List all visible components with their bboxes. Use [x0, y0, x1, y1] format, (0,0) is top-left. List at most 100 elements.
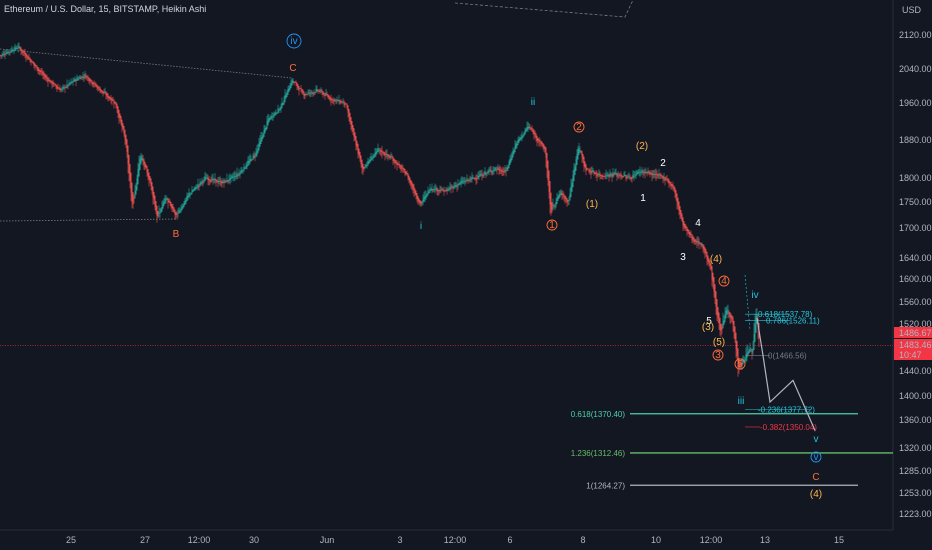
candle-body: [319, 90, 321, 92]
candle-body: [708, 258, 710, 263]
candle-body: [231, 176, 233, 179]
candle-body: [297, 84, 299, 88]
candle-body: [638, 172, 640, 174]
candle-body: [619, 175, 621, 176]
time-tick-label: 8: [580, 535, 585, 545]
candle-body: [339, 100, 341, 103]
candle-body: [740, 364, 742, 366]
candle-body: [450, 188, 452, 189]
candle-body: [429, 189, 431, 193]
wave-label: iv: [751, 290, 758, 301]
candle-body: [295, 82, 297, 84]
candle-body: [684, 223, 686, 229]
wave-label-circle: [734, 358, 746, 370]
candle-body: [260, 137, 262, 145]
candle-body: [720, 323, 722, 332]
candle-body: [556, 197, 558, 205]
candle-body: [508, 161, 510, 169]
candle-body: [127, 145, 129, 165]
candle-body: [555, 202, 557, 206]
candle-body: [183, 202, 185, 208]
wave-label-circle: [573, 121, 585, 133]
candle-body: [283, 100, 285, 105]
candle-body: [485, 173, 487, 175]
candle-body: [350, 117, 352, 125]
candle-body: [322, 91, 324, 95]
candle-body: [108, 95, 110, 99]
candle-body: [323, 92, 325, 95]
candle-body: [210, 180, 212, 182]
candle-body: [161, 206, 163, 211]
wave-label: 2: [660, 158, 666, 169]
wave-label: 5: [706, 316, 712, 327]
candle-body: [670, 182, 672, 186]
candle-body: [617, 174, 619, 176]
candle-body: [668, 180, 670, 183]
candle-body: [254, 156, 256, 158]
candle-body: [616, 173, 618, 177]
candle-body: [172, 206, 174, 209]
candle-body: [564, 195, 566, 200]
candle-body: [324, 93, 326, 96]
candle-body: [747, 351, 749, 356]
candle-body: [702, 244, 704, 249]
candle-body: [42, 71, 44, 75]
candle-body: [265, 127, 267, 131]
candle-body: [40, 70, 42, 72]
candle-body: [62, 87, 64, 90]
candle-body: [610, 174, 612, 176]
candle-body: [290, 83, 292, 89]
candle-body: [474, 178, 476, 179]
candle-body: [10, 50, 12, 53]
candle-body: [49, 79, 51, 82]
candle-body: [741, 363, 743, 365]
candle-body: [461, 180, 463, 183]
candle-body: [436, 188, 438, 191]
candle-body: [480, 173, 482, 176]
candle-body: [142, 158, 144, 161]
candle-body: [79, 76, 81, 79]
candle-body: [194, 187, 196, 190]
candle-body: [653, 174, 655, 175]
candle-body: [241, 170, 243, 173]
candle-body: [335, 100, 337, 101]
candle-body: [390, 156, 392, 158]
candle-body: [367, 161, 369, 166]
candle-body: [302, 90, 304, 93]
candle-body: [692, 237, 694, 240]
candle-body: [467, 179, 469, 181]
candle-body: [261, 136, 263, 141]
candle-body: [370, 157, 372, 162]
price-label-badge: [894, 349, 932, 360]
candle-body: [163, 201, 165, 206]
candle-body: [416, 193, 418, 199]
candle-body: [462, 181, 464, 183]
candle-body: [206, 177, 208, 179]
candle-body: [729, 312, 731, 318]
candle-body: [284, 94, 286, 103]
candle-body: [298, 86, 300, 91]
candle-body: [332, 99, 334, 101]
candle-body: [199, 182, 201, 187]
candle-body: [317, 89, 319, 92]
candle-body: [75, 79, 77, 82]
candle-body: [312, 92, 314, 94]
candle-body: [344, 102, 346, 106]
price-tick-label: 1600.00: [899, 274, 932, 284]
candle-body: [712, 272, 714, 282]
candle-body: [34, 63, 36, 67]
candle-body: [532, 128, 534, 133]
candle-body: [274, 113, 276, 116]
candle-body: [383, 151, 385, 155]
candle-body: [230, 177, 232, 180]
candle-body: [742, 360, 744, 365]
candle-body: [735, 332, 737, 350]
candle-body: [300, 88, 302, 90]
candle-body: [624, 174, 626, 176]
candle-body: [315, 88, 317, 93]
candle-body: [2, 54, 4, 56]
candle-body: [608, 174, 610, 177]
candle-body: [38, 68, 40, 71]
